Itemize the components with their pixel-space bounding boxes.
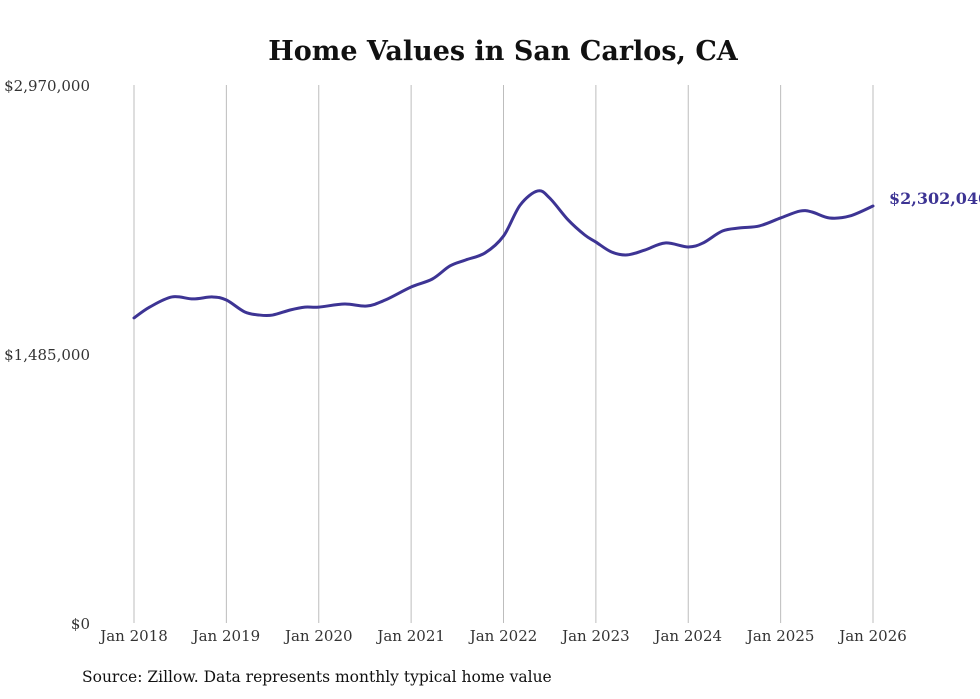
x-tick-label: Jan 2023 xyxy=(560,627,630,645)
source-note: Source: Zillow. Data represents monthly … xyxy=(82,668,552,686)
grid-lines xyxy=(133,85,874,623)
x-tick-label: Jan 2025 xyxy=(745,627,815,645)
y-tick-label: $2,970,000 xyxy=(4,77,90,95)
y-axis: $0 $1,485,000 $2,970,000 xyxy=(4,77,90,633)
x-tick-label: Jan 2019 xyxy=(191,627,261,645)
x-axis: Jan 2018 Jan 2019 Jan 2020 Jan 2021 Jan 2022… xyxy=(98,627,907,645)
x-tick-label: Jan 2018 xyxy=(98,627,168,645)
chart-title: Home Values in San Carlos, CA xyxy=(268,36,739,67)
y-tick-label: $0 xyxy=(71,615,90,633)
data-points xyxy=(133,190,874,319)
x-tick-label: Jan 2026 xyxy=(837,627,907,645)
series-line xyxy=(132,189,875,320)
x-tick-label: Jan 2020 xyxy=(283,627,353,645)
y-tick-label: $1,485,000 xyxy=(4,346,90,364)
x-tick-label: Jan 2021 xyxy=(375,627,445,645)
x-tick-label: Jan 2024 xyxy=(652,627,722,645)
x-tick-label: Jan 2022 xyxy=(468,627,538,645)
end-value-label: $2,302,040 xyxy=(889,189,980,208)
